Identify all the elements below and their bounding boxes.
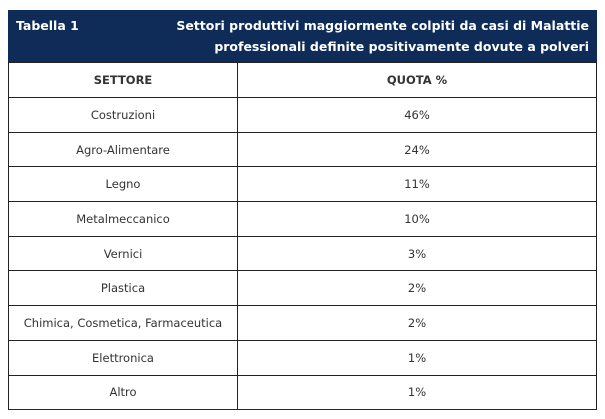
table-row: Agro-Alimentare 24%	[8, 131, 597, 168]
cell-settore: Metalmeccanico	[8, 201, 238, 237]
cell-quota: 11%	[237, 166, 597, 203]
cell-quota: 24%	[237, 131, 597, 168]
cell-settore: Agro-Alimentare	[8, 131, 238, 168]
header-row: SETTORE QUOTA %	[8, 62, 597, 98]
cell-quota: 2%	[237, 305, 597, 341]
cell-quota: 1%	[237, 374, 597, 411]
cell-quota: 46%	[237, 97, 597, 133]
caption-line-1: Settori produttivi maggiormente colpiti …	[176, 18, 589, 33]
table-container: Tabella 1 Settori produttivi maggiorment…	[8, 10, 597, 411]
cell-settore: Legno	[8, 166, 238, 203]
caption-line-2: professionali definite positivamente dov…	[214, 39, 589, 54]
table-row: Chimica, Cosmetica, Farmaceutica 2%	[8, 305, 597, 341]
cell-quota: 10%	[237, 201, 597, 237]
cell-settore: Costruzioni	[8, 97, 238, 133]
table-label: Tabella 1	[16, 18, 79, 33]
table-row: Costruzioni 46%	[8, 97, 597, 133]
cell-quota: 2%	[237, 270, 597, 307]
table-row: Metalmeccanico 10%	[8, 201, 597, 237]
data-table: SETTORE QUOTA % Costruzioni 46% Agro-Alime…	[8, 62, 597, 411]
table-row: Elettronica 1%	[8, 339, 597, 376]
cell-settore: Elettronica	[8, 339, 238, 376]
table-row: Vernici 3%	[8, 235, 597, 272]
cell-quota: 3%	[237, 235, 597, 272]
column-header-quota: QUOTA %	[237, 62, 597, 98]
table-row: Legno 11%	[8, 166, 597, 203]
table-title-bar: Tabella 1 Settori produttivi maggiorment…	[8, 10, 597, 62]
table-caption: Settori produttivi maggiormente colpiti …	[176, 15, 589, 62]
cell-settore: Chimica, Cosmetica, Farmaceutica	[8, 305, 238, 341]
table-row: Altro 1%	[8, 374, 597, 411]
column-header-settore: SETTORE	[8, 62, 238, 98]
table-row: Plastica 2%	[8, 270, 597, 307]
cell-settore: Vernici	[8, 235, 238, 272]
cell-quota: 1%	[237, 339, 597, 376]
cell-settore: Plastica	[8, 270, 238, 307]
cell-settore: Altro	[8, 374, 238, 411]
